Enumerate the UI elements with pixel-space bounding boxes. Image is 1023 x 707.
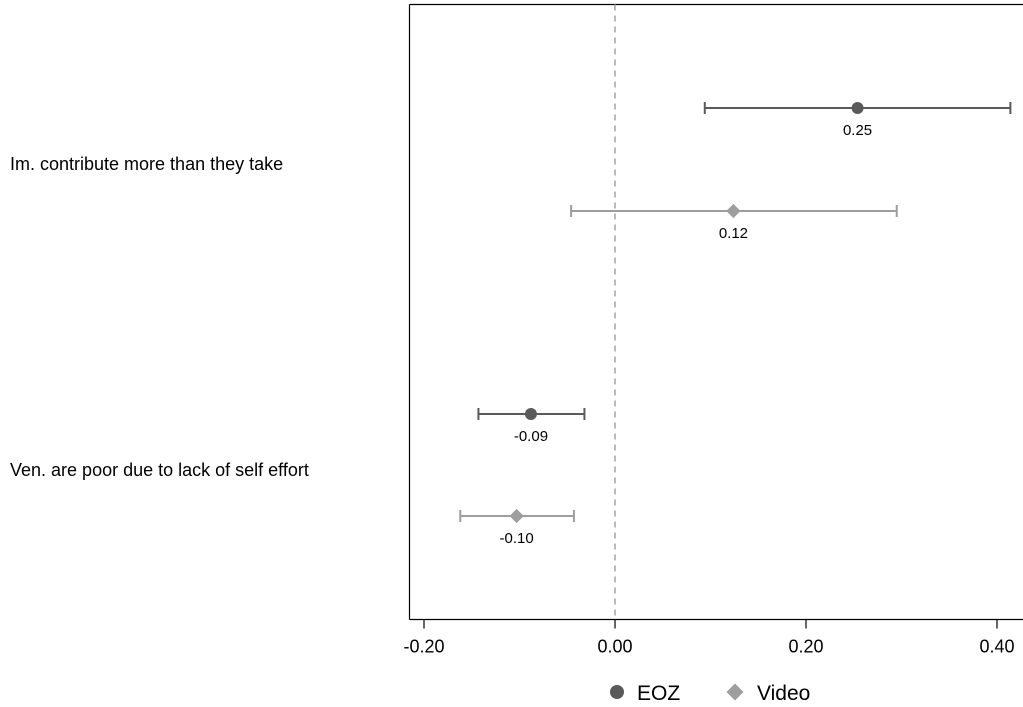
x-tick-label-1: 0.00	[597, 637, 632, 657]
point-marker-eoz-0	[851, 102, 864, 114]
x-tick-label-2: 0.20	[788, 637, 823, 657]
x-axis: -0.20 0.00 0.20 0.40	[403, 619, 1015, 657]
legend-video-label: Video	[757, 682, 810, 705]
data-label-video-1: -0.10	[500, 530, 534, 547]
category-label-venezuelans: Ven. are poor due to lack of self effort	[10, 460, 309, 480]
legend-eoz-label: EOZ	[637, 682, 680, 705]
legend-video-marker	[726, 683, 744, 701]
x-tick-label-0: -0.20	[403, 637, 444, 657]
point-marker-video-0	[726, 203, 741, 219]
point-group-eoz-1: -0.09	[477, 408, 586, 445]
category-labels: Im. contribute more than they take Ven. …	[10, 154, 309, 480]
category-label-immigrants: Im. contribute more than they take	[10, 154, 283, 174]
point-marker-eoz-1	[524, 408, 537, 420]
legend-eoz-marker	[610, 685, 624, 699]
data-label-video-0: 0.12	[719, 225, 748, 242]
x-tick-label-3: 0.40	[979, 637, 1014, 657]
point-group-video-0: 0.12	[570, 203, 898, 242]
data-label-eoz-0: 0.25	[843, 122, 872, 139]
legend: EOZ Video	[610, 682, 810, 705]
point-group-eoz-0: 0.25	[703, 102, 1012, 139]
point-group-video-1: -0.10	[459, 508, 575, 547]
data-label-eoz-1: -0.09	[514, 428, 548, 445]
chart-marks: 0.25 -0.09 0.12 -0.10	[459, 102, 1012, 547]
point-marker-video-1	[509, 508, 524, 524]
